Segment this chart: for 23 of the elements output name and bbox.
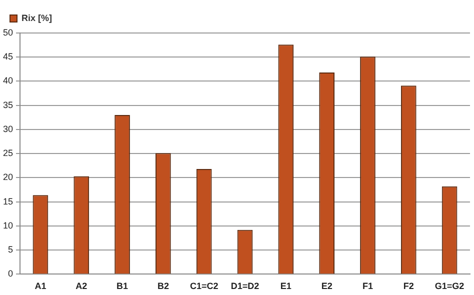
x-tick-label: G1=G2	[434, 281, 464, 292]
x-tick-label: A1	[34, 281, 46, 292]
y-tick-label: 25	[2, 148, 14, 158]
y-tick-label: 5	[8, 244, 14, 255]
x-tick-label: A2	[76, 281, 88, 292]
y-tick-label: 20	[2, 172, 14, 182]
y-tick-label: 40	[2, 76, 14, 86]
legend-label: Rix [%]	[22, 12, 52, 23]
x-tick-label: C1=C2	[190, 281, 218, 292]
x-tick-label: E1	[280, 281, 292, 292]
x-tick-label: F1	[362, 281, 373, 292]
y-tick-label: 30	[2, 124, 14, 134]
y-tick-label: 10	[2, 220, 14, 230]
x-tick-label: E2	[321, 281, 332, 292]
y-tick-label: 50	[2, 27, 14, 38]
y-tick-label: 15	[2, 196, 14, 206]
y-tick-label: 0	[8, 268, 14, 279]
y-tick-label: 35	[2, 100, 14, 110]
y-tick-label: 45	[2, 52, 14, 62]
x-tick-label: F2	[403, 281, 414, 292]
x-tick-label: B1	[116, 281, 128, 292]
x-tick-label: B2	[157, 281, 169, 292]
x-tick-label: D1=D2	[230, 281, 260, 292]
